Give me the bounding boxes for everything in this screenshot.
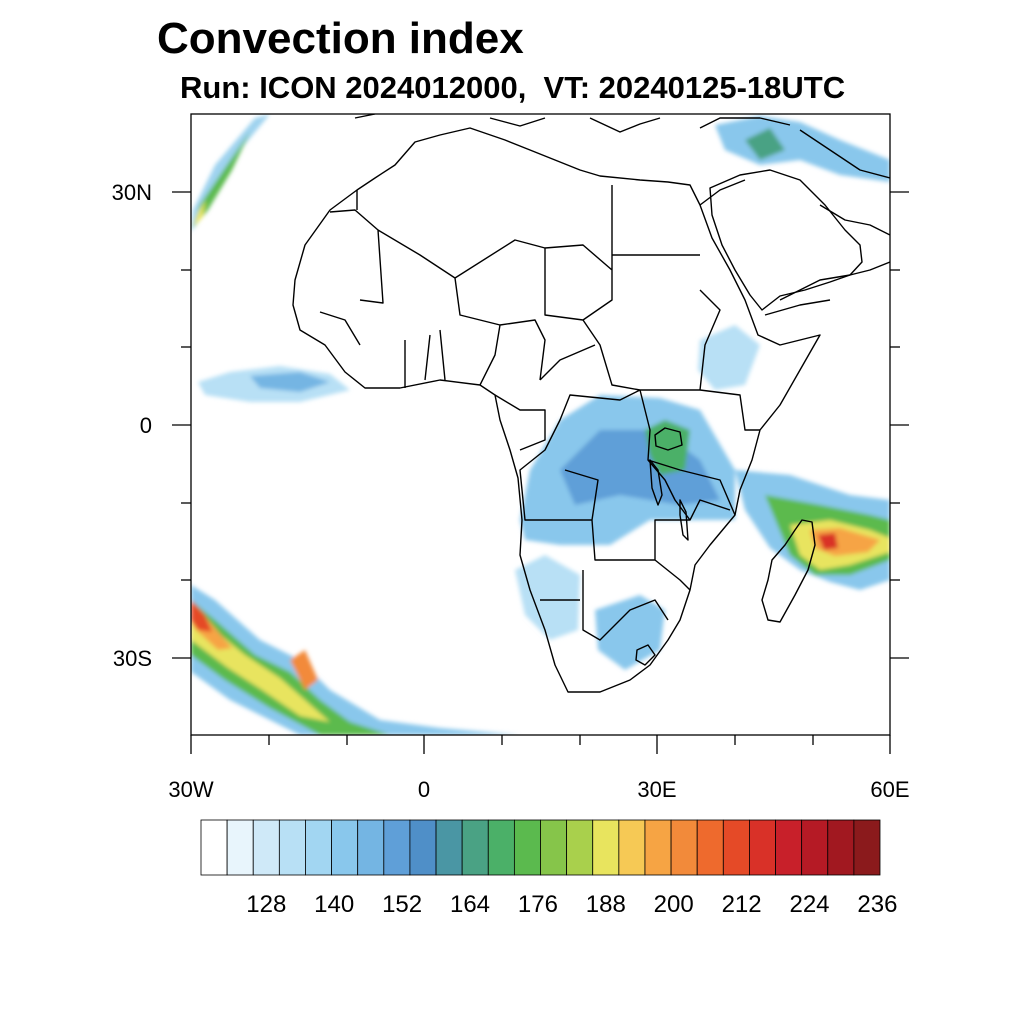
field-north-atlantic-peak (193, 200, 206, 226)
colorbar-labels: 128 140 152 164 176 188 200 212 224 236 (246, 891, 897, 918)
lat-label-0: 0 (140, 413, 152, 438)
colorbar-swatch-18 (670, 819, 698, 876)
colorbar-swatch-14 (566, 819, 594, 876)
field-south-atlantic-red (191, 600, 212, 632)
field-south-atlantic-yellow (191, 605, 330, 722)
field-north-atlantic-core (193, 132, 250, 228)
colorbar (200, 819, 881, 876)
colorbar-swatch-3 (278, 819, 306, 876)
colorbar-swatch-19 (696, 819, 724, 876)
colorbar-swatch-2 (252, 819, 280, 876)
field-namibia (515, 555, 580, 640)
lake-victoria (654, 427, 683, 451)
colorbar-label-6: 200 (654, 891, 694, 918)
colorbar-swatch-8 (409, 819, 437, 876)
colorbar-swatch-24 (827, 819, 855, 876)
colorbar-swatch-22 (775, 819, 803, 876)
madagascar-coastline (761, 519, 816, 623)
field-ethiopia (698, 325, 760, 390)
lon-label-30w: 30W (168, 777, 213, 802)
europe-coast (354, 114, 791, 133)
chart-title: Convection index (157, 14, 524, 63)
colorbar-swatch-16 (618, 819, 646, 876)
colorbar-swatch-11 (487, 819, 515, 876)
field-middle-east (715, 116, 890, 182)
coastlines-and-borders (292, 114, 890, 693)
lon-label-60e: 60E (870, 777, 909, 802)
field-itcz-core (250, 372, 330, 392)
colorbar-swatch-25 (853, 819, 881, 876)
colorbar-swatch-6 (357, 819, 385, 876)
field-south-atlantic-orange-2 (290, 650, 318, 690)
colorbar-swatch-9 (435, 819, 463, 876)
africa-coastline (292, 127, 821, 693)
field-middle-east-core (745, 128, 785, 160)
colorbar-label-0: 128 (246, 891, 286, 918)
field-indian-ocean-red (818, 533, 838, 550)
iran-coast (799, 129, 890, 179)
lat-label-30s: 30S (113, 646, 152, 671)
colorbar-label-9: 236 (857, 891, 897, 918)
colorbar-swatch-0 (200, 819, 228, 876)
map-background (191, 114, 890, 735)
field-south-africa (595, 595, 665, 670)
lesotho (635, 644, 656, 666)
colorbar-swatch-5 (331, 819, 359, 876)
gulf-coast (819, 204, 890, 276)
colorbar-label-8: 224 (789, 891, 829, 918)
lon-ticks (190, 735, 891, 754)
colorbar-label-3: 164 (450, 891, 490, 918)
colorbar-swatch-20 (722, 819, 750, 876)
arabia-coastline (709, 169, 863, 311)
colorbar-label-2: 152 (382, 891, 422, 918)
lake-tanganyika (649, 459, 663, 506)
colorbar-label-1: 140 (314, 891, 354, 918)
colorbar-swatch-12 (513, 819, 541, 876)
lon-label-0: 0 (418, 777, 430, 802)
colorbar-label-4: 176 (518, 891, 558, 918)
lat-ticks (172, 191, 909, 659)
colorbar-swatch-21 (749, 819, 776, 876)
colorbar-swatch-7 (383, 819, 411, 876)
country-borders (319, 179, 851, 641)
colorbar-label-5: 188 (586, 891, 626, 918)
colorbar-swatch-10 (461, 819, 489, 876)
colorbar-swatch-4 (305, 819, 332, 876)
chart-subtitle: Run: ICON 2024012000, VT: 20240125-18UTC (180, 70, 846, 105)
colorbar-swatch-23 (801, 819, 829, 876)
colorbar-swatch-1 (226, 819, 254, 876)
colorbar-label-7: 212 (722, 891, 762, 918)
lake-malawi (679, 499, 689, 541)
lat-label-30n: 30N (112, 180, 152, 205)
colorbar-swatch-13 (540, 819, 568, 876)
colorbar-swatch-15 (592, 819, 620, 876)
lon-label-30e: 30E (637, 777, 676, 802)
colorbar-swatch-17 (644, 819, 672, 876)
